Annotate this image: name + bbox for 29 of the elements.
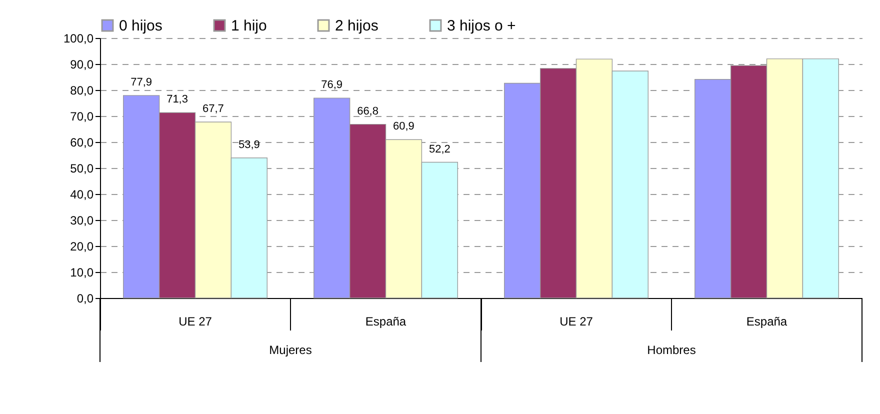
x-tick-label: UE 27 (560, 314, 594, 328)
legend-label: 1 hijo (231, 18, 267, 35)
data-label: 76,9 (321, 79, 343, 92)
y-tick-label: 10,0 (70, 266, 94, 280)
y-tick-label: 30,0 (70, 214, 94, 228)
y-tick-label: 50,0 (70, 162, 94, 176)
y-tick-label: 60,0 (70, 136, 94, 150)
x-tick-label: España (746, 314, 788, 328)
text: Mujeres (269, 343, 312, 357)
legend-label: 2 hijos (335, 18, 378, 35)
data-label: 71,3 (166, 94, 188, 106)
data-label: 67,7 (202, 102, 224, 115)
data-label: 53,9 (238, 138, 260, 151)
data-label: 60,9 (393, 120, 414, 133)
x-tick-label: España (365, 314, 406, 328)
y-tick-label: 70,0 (70, 110, 94, 124)
y-tick-label: 0,0 (76, 292, 94, 306)
y-tick-label: 40,0 (70, 188, 94, 202)
y-tick-label: 20,0 (70, 240, 94, 254)
data-label: 52,2 (428, 143, 450, 156)
data-label: 77,9 (130, 76, 152, 88)
legend-label: 3 hijos o + (447, 18, 516, 35)
text: Hombres (647, 343, 696, 357)
y-tick-label: 100,0 (63, 32, 94, 46)
data-label: 66,8 (357, 105, 378, 118)
legend-label: 0 hijos (119, 18, 162, 35)
y-tick-label: 80,0 (70, 84, 94, 98)
x-tick-label: UE 27 (178, 314, 212, 328)
y-tick-label: 90,0 (70, 58, 94, 72)
